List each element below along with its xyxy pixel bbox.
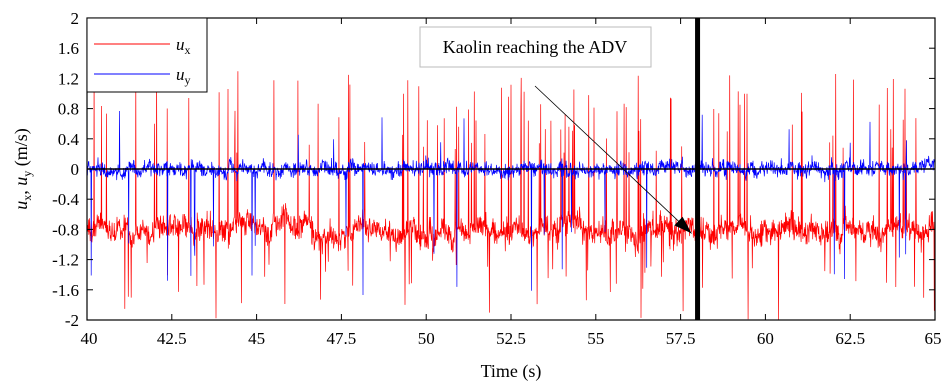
annotation-arrow-head xyxy=(674,216,692,234)
svg-text:ux, uy (m/s): ux, uy (m/s) xyxy=(11,128,34,210)
annotation-arrow-line xyxy=(534,85,692,234)
annotation-box xyxy=(419,26,652,68)
x-tick-label: 45 xyxy=(248,329,265,348)
x-axis: 40 42.5 45 47.5 50 52.5 55 57.5 60 62.5 65 xyxy=(81,18,942,348)
x-tick-label: 60 xyxy=(757,329,774,348)
x-tick-label: 65 xyxy=(925,329,942,348)
y-tick-label: -2 xyxy=(65,311,79,330)
x-tick-label: 50 xyxy=(418,329,435,348)
series-layer xyxy=(87,18,935,320)
y-tick-label: -0.4 xyxy=(52,190,79,209)
y-label-sep: , xyxy=(11,186,31,195)
y-tick-label: 1.2 xyxy=(58,69,79,88)
y-label-u1: u xyxy=(11,201,31,210)
y-tick-label: -1.6 xyxy=(52,281,79,300)
y-tick-label: 0.4 xyxy=(58,130,80,149)
y-tick-label: 2 xyxy=(71,9,80,28)
y-tick-label: 0.8 xyxy=(58,100,79,119)
legend-label-ux: ux xyxy=(176,35,191,57)
y-label-sub1: x xyxy=(20,195,34,201)
x-tick-label: 42.5 xyxy=(157,329,187,348)
x-tick-label: 52.5 xyxy=(496,329,526,348)
y-axis-label: ux, uy (m/s) xyxy=(11,128,34,210)
legend: ux uy xyxy=(86,17,208,93)
x-tick-label: 55 xyxy=(587,329,604,348)
x-axis-label: Time (s) xyxy=(481,361,542,382)
x-tick-label: 57.5 xyxy=(666,329,696,348)
annotation-text: Kaolin reaching the ADV xyxy=(443,37,627,57)
y-tick-label: 0 xyxy=(71,160,80,179)
y-tick-label: 1.6 xyxy=(58,39,79,58)
y-label-u2: u xyxy=(11,177,31,186)
legend-box xyxy=(86,17,208,93)
annotation: Kaolin reaching the ADV xyxy=(419,26,692,234)
y-label-unit: (m/s) xyxy=(11,128,32,171)
legend-label-uy: uy xyxy=(176,65,191,87)
y-label-sub2: y xyxy=(20,171,34,177)
x-tick-label: 40 xyxy=(81,329,98,348)
y-tick-label: -1.2 xyxy=(52,251,79,270)
x-tick-label: 47.5 xyxy=(327,329,357,348)
y-axis: 2 1.6 1.2 0.8 0.4 0 -0.4 -0.8 -1.2 -1.6 -2 xyxy=(52,9,935,330)
y-tick-label: -0.8 xyxy=(52,220,79,239)
plot-area xyxy=(87,18,935,320)
x-tick-label: 62.5 xyxy=(835,329,865,348)
series-ux-line xyxy=(87,71,935,320)
